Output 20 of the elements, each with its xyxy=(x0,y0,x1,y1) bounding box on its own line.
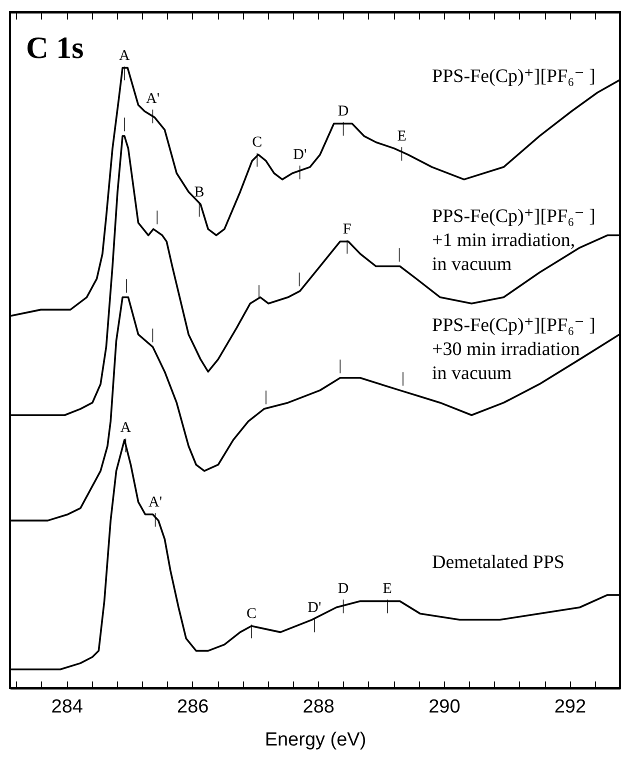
x-tick-label: 284 xyxy=(51,696,84,718)
x-tick-label: 286 xyxy=(177,696,209,718)
chart-title: C 1s xyxy=(26,30,84,65)
series-label: PPS-Fe(Cp)⁺][PF₆⁻ ] xyxy=(432,66,596,87)
series-label: PPS-Fe(Cp)⁺][PF₆⁻ ] +1 min irradiation, in vacuum xyxy=(432,206,596,275)
x-tick-label: 290 xyxy=(428,696,460,718)
annotation: | xyxy=(402,370,405,386)
annotation: | xyxy=(264,388,268,405)
annotation: | xyxy=(398,246,401,262)
annotation: | xyxy=(338,358,342,374)
annotation: | xyxy=(298,271,301,288)
annotation: | xyxy=(122,116,126,132)
annotation: | xyxy=(124,277,128,294)
series-label: Demetalated PPS xyxy=(432,552,564,573)
annotation: | xyxy=(151,326,154,343)
x-tick-label: 292 xyxy=(554,696,586,718)
x-axis-title: Energy (eV) xyxy=(264,730,366,750)
annotation: | xyxy=(156,209,159,226)
x-tick-label: 288 xyxy=(302,696,334,718)
series-label: PPS-Fe(Cp)⁺][PF₆⁻ ] +30 min irradiation in vacuum xyxy=(432,315,596,384)
